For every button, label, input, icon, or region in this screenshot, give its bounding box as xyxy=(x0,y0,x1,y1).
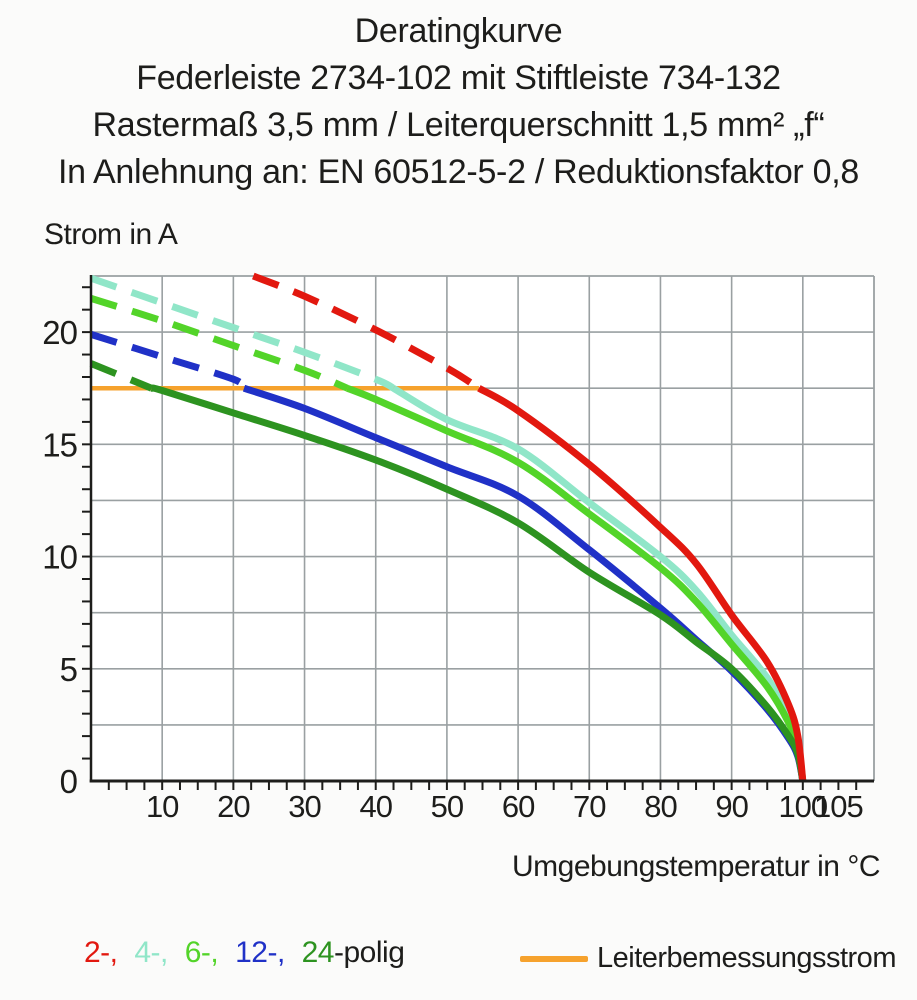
curve-6-polig-solid xyxy=(345,384,807,782)
plot-background xyxy=(91,276,874,781)
curve-6-polig-dashed xyxy=(89,295,349,392)
rated-current-swatch xyxy=(520,956,588,962)
x-tick-label: 80 xyxy=(644,789,677,824)
legend-pole-4: 4-, xyxy=(134,936,168,969)
x-tick-label: 70 xyxy=(573,789,606,824)
x-tick-label: 100 xyxy=(778,789,827,824)
x-tick-label: 40 xyxy=(359,789,392,824)
rated-current-label: Leiterbemessungsstrom xyxy=(597,942,896,974)
chart-title: Deratingkurve xyxy=(354,12,563,50)
x-tick-label: 105 xyxy=(814,789,863,824)
x-tick-label: 60 xyxy=(502,789,535,824)
x-tick-label: 90 xyxy=(715,789,748,824)
x-tick-label: 10 xyxy=(146,789,179,824)
x-tick-label: 50 xyxy=(431,789,464,824)
chart-subtitle-standard: In Anlehnung an: EN 60512-5-2 / Reduktio… xyxy=(58,153,859,191)
title-block: Deratingkurve Federleiste 2734-102 mit S… xyxy=(0,8,917,196)
x-tick-label: 30 xyxy=(288,789,321,824)
curve-24-polig-solid xyxy=(148,384,807,782)
curve-24-polig-dashed xyxy=(89,360,153,392)
y-tick-label: 15 xyxy=(42,426,77,463)
x-tick-label: 20 xyxy=(217,789,250,824)
y-tick-label: 10 xyxy=(42,539,77,576)
legend-pole-24: 24 xyxy=(301,936,335,969)
curve-4-polig-dashed xyxy=(89,274,396,392)
y-tick-label: 20 xyxy=(42,314,77,351)
curve-2-polig-solid xyxy=(477,385,807,782)
legend-pole-2: 2-, xyxy=(84,936,118,969)
y-tick-label: 0 xyxy=(60,763,78,800)
y-tick-label: 5 xyxy=(60,651,77,688)
legend-pole-12: 12-, xyxy=(235,936,285,969)
chart-subtitle-spec: Rastermaß 3,5 mm / Leiterquerschnitt 1,5… xyxy=(92,106,825,144)
legend-poles: 2-, 4-, 6-, 12-, 24-polig xyxy=(84,936,413,970)
legend-pole-suffix: -polig xyxy=(334,936,405,969)
x-axis-title: Umgebungstemperatur in °C xyxy=(511,850,881,883)
curve-2-polig-dashed xyxy=(252,272,481,392)
curve-12-polig-dashed xyxy=(89,331,248,391)
y-axis-title: Strom in A xyxy=(44,218,178,251)
legend-pole-6: 6-, xyxy=(184,936,219,969)
chart-subtitle-parts: Federleiste 2734-102 mit Stiftleiste 734… xyxy=(136,59,781,97)
